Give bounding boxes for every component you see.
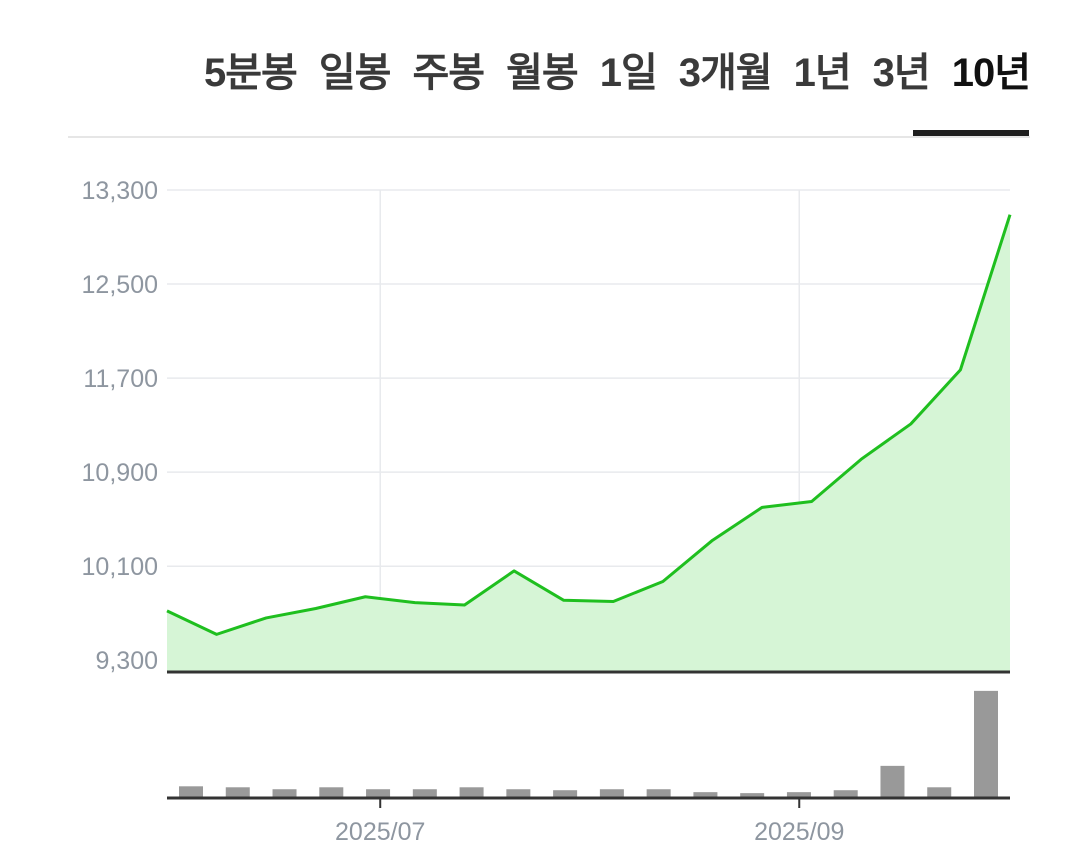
tab-3[interactable]: 월봉 <box>506 51 579 95</box>
y-tick-label: 13,300 <box>82 177 158 205</box>
y-tick-label: 12,500 <box>82 271 158 299</box>
volume-bar <box>412 789 437 798</box>
volume-bars <box>179 690 998 798</box>
volume-bar <box>179 786 203 798</box>
period-tabs: 5분봉 일봉 주봉 월봉 1일 3개월 1년 3년 10년 <box>68 0 1031 138</box>
x-tick-label: 2025/07 <box>335 818 425 846</box>
volume-bar <box>319 787 344 798</box>
volume-bar <box>366 789 391 798</box>
tab-0[interactable]: 5분봉 <box>204 51 298 95</box>
volume-bar <box>786 792 811 798</box>
tab-7[interactable]: 3년 <box>872 51 931 95</box>
price-line <box>166 214 1012 636</box>
volume-bar <box>506 789 531 798</box>
tab-4[interactable]: 1일 <box>599 51 658 95</box>
tab-list: 5분봉 일봉 주봉 월봉 1일 3개월 1년 3년 10년 <box>204 40 1031 98</box>
tab-5[interactable]: 3개월 <box>678 51 773 95</box>
tab-6[interactable]: 1년 <box>793 51 852 95</box>
volume-bar <box>553 790 578 798</box>
y-tick-label: 11,700 <box>83 365 158 393</box>
y-tick-label: 10,900 <box>82 459 158 487</box>
volume-bar <box>225 787 250 798</box>
volume-bar <box>740 793 765 798</box>
volume-bar <box>927 787 952 798</box>
volume-bar <box>833 790 858 798</box>
volume-bar <box>693 792 718 798</box>
tab-1[interactable]: 일봉 <box>318 51 392 95</box>
x-tick-label: 2025/09 <box>754 818 844 846</box>
y-axis-ticks: 13,300 12,500 11,700 10,900 10,100 9,300 <box>82 177 158 675</box>
tab-2[interactable]: 주봉 <box>412 51 485 95</box>
active-tab-indicator <box>913 130 1029 136</box>
x-axis-ticks: 2025/07 2025/09 <box>335 798 844 846</box>
volume-bar <box>459 787 484 798</box>
tab-8[interactable]: 10년 <box>951 51 1031 95</box>
volume-bar <box>880 765 905 798</box>
price-area <box>167 214 1010 672</box>
volume-bar <box>272 789 297 798</box>
y-tick-label: 10,100 <box>82 553 158 581</box>
volume-bar <box>646 789 671 798</box>
volume-bar <box>599 789 624 798</box>
y-tick-label: 9,300 <box>95 647 158 675</box>
volume-bar <box>974 690 998 798</box>
